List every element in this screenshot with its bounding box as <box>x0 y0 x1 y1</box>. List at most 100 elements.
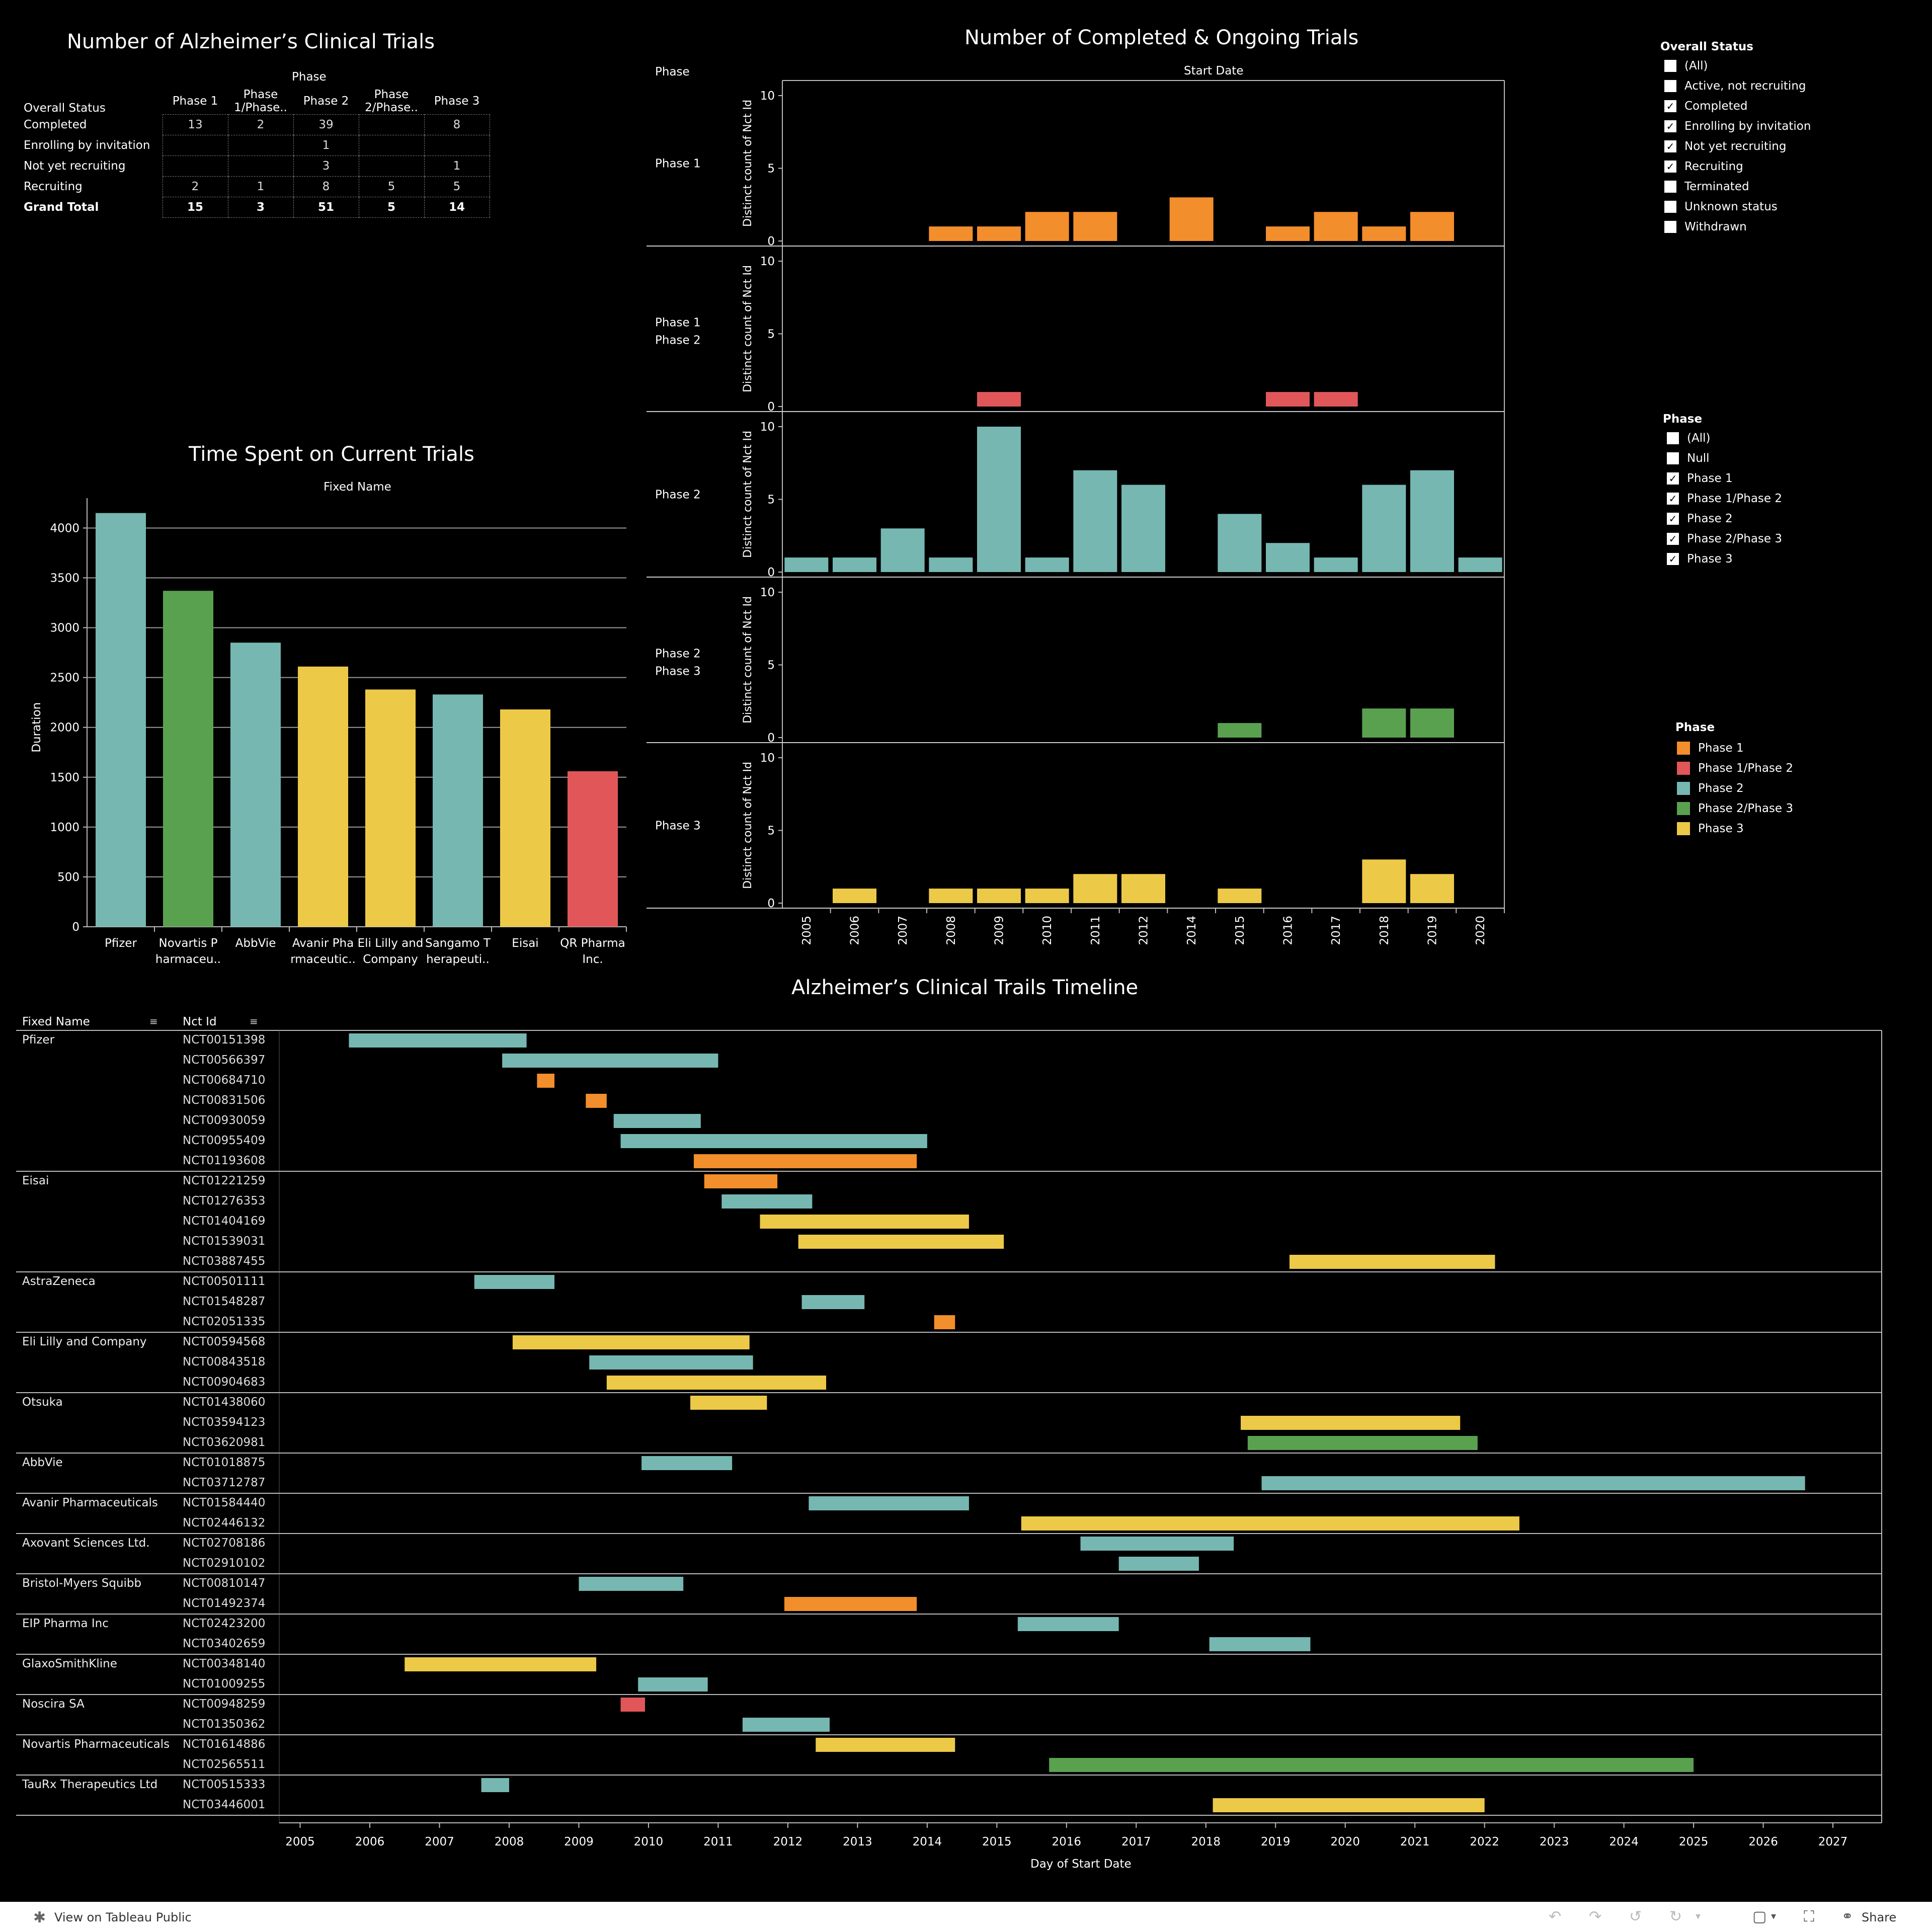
timeline-trial-id[interactable]: NCT02423200 <box>183 1617 266 1630</box>
timeline-trial-id[interactable]: NCT03887455 <box>183 1255 266 1268</box>
timeline-trial-id[interactable]: NCT01009255 <box>183 1677 266 1691</box>
filter-option[interactable]: ✓ Completed <box>1664 100 1747 113</box>
sort-icon[interactable]: ≡ <box>149 1015 158 1027</box>
chevron-down-icon[interactable]: ▾ <box>1696 1910 1701 1922</box>
filter-option[interactable]: Terminated <box>1664 180 1749 193</box>
filter-option[interactable]: Active, not recruiting <box>1664 79 1806 93</box>
undo-icon[interactable]: ↶ <box>1549 1908 1562 1925</box>
checkbox-checked-icon[interactable]: ✓ <box>1667 533 1679 545</box>
checkbox-checked-icon[interactable]: ✓ <box>1667 513 1679 525</box>
checkbox-checked-icon[interactable]: ✓ <box>1664 140 1676 152</box>
checkbox-icon[interactable] <box>1664 221 1676 233</box>
checkbox-checked-icon[interactable]: ✓ <box>1664 120 1676 132</box>
crosstab-cell[interactable]: 14 <box>424 197 490 218</box>
crosstab-cell[interactable] <box>358 135 425 156</box>
filter-option[interactable]: ✓ Phase 1 <box>1667 472 1733 485</box>
timeline-trial-id[interactable]: NCT00151398 <box>183 1033 266 1046</box>
timeline-group-name[interactable]: Novartis Pharmaceuticals <box>22 1738 170 1751</box>
filter-option[interactable]: ✓ Not yet recruiting <box>1664 140 1786 153</box>
timeline-trial-id[interactable]: NCT03620981 <box>183 1436 266 1449</box>
timeline-trial-id[interactable]: NCT00904683 <box>183 1376 266 1389</box>
legend-item[interactable]: Phase 2 <box>1677 782 1744 795</box>
crosstab-cell[interactable]: 2 <box>162 176 228 197</box>
checkbox-checked-icon[interactable]: ✓ <box>1667 553 1679 565</box>
timeline-trial-id[interactable]: NCT02910102 <box>183 1557 266 1570</box>
timeline-trial-id[interactable]: NCT01584440 <box>183 1496 266 1509</box>
crosstab-cell[interactable]: 1 <box>293 135 359 156</box>
share-button[interactable]: Share <box>1862 1910 1897 1924</box>
timeline-trial-id[interactable]: NCT03446001 <box>183 1798 266 1811</box>
timeline-trial-id[interactable]: NCT00810147 <box>183 1577 266 1590</box>
chevron-down-icon[interactable]: ▾ <box>1771 1910 1777 1922</box>
crosstab-cell[interactable]: 5 <box>424 176 490 197</box>
redo-icon[interactable]: ↷ <box>1589 1908 1602 1925</box>
timeline-group-name[interactable]: Noscira SA <box>22 1698 85 1711</box>
timeline-trial-id[interactable]: NCT00684710 <box>183 1074 266 1087</box>
timeline-trial-id[interactable]: NCT01548287 <box>183 1295 266 1308</box>
timeline-trial-id[interactable]: NCT01492374 <box>183 1597 266 1610</box>
checkbox-checked-icon[interactable]: ✓ <box>1667 472 1679 485</box>
share-icon[interactable]: ⚭ <box>1841 1908 1854 1924</box>
timeline-trial-id[interactable]: NCT00566397 <box>183 1054 266 1067</box>
timeline-trial-id[interactable]: NCT03402659 <box>183 1637 266 1650</box>
timeline-trial-id[interactable]: NCT01350362 <box>183 1718 266 1731</box>
timeline-group-name[interactable]: EIP Pharma Inc <box>22 1617 109 1630</box>
view-on-tableau-link[interactable]: View on Tableau Public <box>54 1910 192 1924</box>
timeline-group-name[interactable]: Axovant Sciences Ltd. <box>22 1537 150 1550</box>
timeline-trial-id[interactable]: NCT03712787 <box>183 1476 266 1489</box>
legend-item[interactable]: Phase 1 <box>1677 742 1744 755</box>
checkbox-checked-icon[interactable]: ✓ <box>1667 493 1679 505</box>
timeline-group-name[interactable]: Otsuka <box>22 1396 63 1409</box>
crosstab-cell[interactable] <box>162 135 228 156</box>
filter-option[interactable]: Unknown status <box>1664 200 1778 213</box>
crosstab-cell[interactable]: 3 <box>293 155 359 177</box>
checkbox-icon[interactable] <box>1667 452 1679 464</box>
crosstab-cell[interactable]: 39 <box>293 114 359 135</box>
timeline-trial-id[interactable]: NCT00515333 <box>183 1778 266 1791</box>
timeline-group-name[interactable]: Bristol-Myers Squibb <box>22 1577 142 1590</box>
timeline-trial-id[interactable]: NCT00594568 <box>183 1335 266 1348</box>
filter-option[interactable]: (All) <box>1664 59 1708 72</box>
timeline-trial-id[interactable]: NCT02708186 <box>183 1537 266 1550</box>
filter-option[interactable]: ✓ Phase 2/Phase 3 <box>1667 532 1782 545</box>
timeline-trial-id[interactable]: NCT01018875 <box>183 1456 266 1469</box>
timeline-trial-id[interactable]: NCT01539031 <box>183 1235 266 1248</box>
timeline-trial-id[interactable]: NCT00348140 <box>183 1657 266 1670</box>
checkbox-icon[interactable] <box>1664 80 1676 92</box>
timeline-trial-id[interactable]: NCT01276353 <box>183 1194 266 1208</box>
timeline-trial-id[interactable]: NCT00955409 <box>183 1134 266 1147</box>
comment-icon[interactable]: ▢ <box>1752 1908 1767 1925</box>
crosstab-cell[interactable]: 51 <box>293 197 359 218</box>
crosstab-cell[interactable] <box>162 155 228 177</box>
filter-option[interactable]: ✓ Phase 3 <box>1667 552 1733 566</box>
timeline-trial-id[interactable]: NCT00831506 <box>183 1094 266 1107</box>
timeline-trial-id[interactable]: NCT00930059 <box>183 1114 266 1127</box>
timeline-trial-id[interactable]: NCT02051335 <box>183 1315 266 1328</box>
sort-icon[interactable]: ≡ <box>250 1015 258 1027</box>
filter-option[interactable]: Withdrawn <box>1664 220 1747 233</box>
timeline-trial-id[interactable]: NCT01404169 <box>183 1215 266 1228</box>
crosstab-cell[interactable]: 5 <box>358 197 425 218</box>
timeline-trial-id[interactable]: NCT01193608 <box>183 1154 266 1167</box>
crosstab-cell[interactable]: 8 <box>293 176 359 197</box>
checkbox-checked-icon[interactable]: ✓ <box>1664 160 1676 173</box>
crosstab-cell[interactable]: 5 <box>358 176 425 197</box>
checkbox-icon[interactable] <box>1664 181 1676 193</box>
timeline-trial-id[interactable]: NCT00501111 <box>183 1275 266 1288</box>
timeline-trial-id[interactable]: NCT03594123 <box>183 1416 266 1429</box>
filter-option[interactable]: Null <box>1667 452 1710 465</box>
filter-option[interactable]: ✓ Enrolling by invitation <box>1664 120 1811 133</box>
crosstab-cell[interactable] <box>424 135 490 156</box>
crosstab-cell[interactable]: 13 <box>162 114 228 135</box>
timeline-group-name[interactable]: Eli Lilly and Company <box>22 1335 147 1348</box>
legend-item[interactable]: Phase 1/Phase 2 <box>1677 762 1793 775</box>
crosstab-cell[interactable] <box>227 135 294 156</box>
timeline-group-name[interactable]: Avanir Pharmaceuticals <box>22 1496 158 1509</box>
timeline-trial-id[interactable]: NCT00948259 <box>183 1698 266 1711</box>
timeline-trial-id[interactable]: NCT01221259 <box>183 1174 266 1187</box>
timeline-trial-id[interactable]: NCT01438060 <box>183 1396 266 1409</box>
crosstab-cell[interactable] <box>227 155 294 177</box>
timeline-trial-id[interactable]: NCT02565511 <box>183 1758 266 1771</box>
crosstab-cell[interactable]: 3 <box>227 197 294 218</box>
crosstab-cell[interactable] <box>358 155 425 177</box>
